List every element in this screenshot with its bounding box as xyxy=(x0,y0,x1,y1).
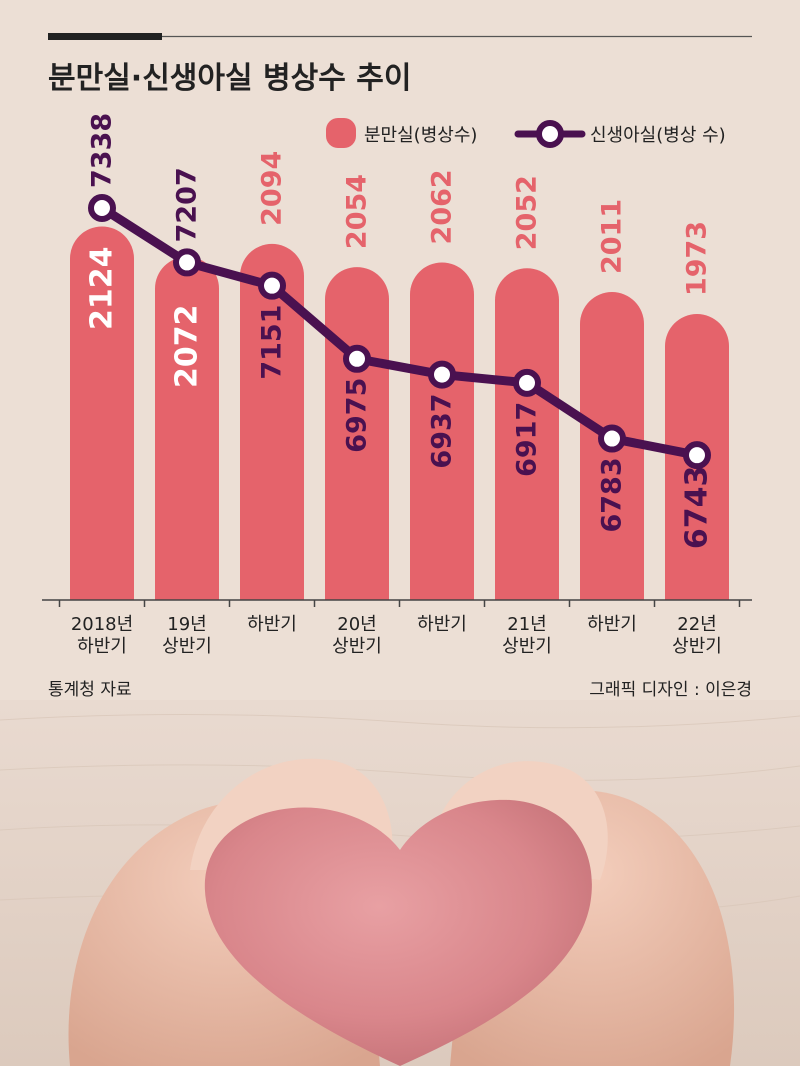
x-axis-ticks xyxy=(58,600,741,607)
bar-label-2: 2094 xyxy=(257,151,288,226)
line-label-3: 6975 xyxy=(342,378,373,453)
bar-label-0: 2124 xyxy=(85,247,120,331)
bar-2 xyxy=(240,243,304,600)
x-label-4-0: 하반기 xyxy=(417,614,467,635)
x-label-3-0: 20년 xyxy=(337,614,376,635)
bar-series xyxy=(70,226,729,600)
x-label-7-0: 22년 xyxy=(677,614,716,635)
x-label-5-0: 21년 xyxy=(507,614,546,635)
bar-label-5: 2052 xyxy=(512,175,543,250)
line-label-7: 6743 xyxy=(680,466,715,550)
line-label-2: 7151 xyxy=(257,305,288,380)
legend-bar-label: 분만실(병상수) xyxy=(364,125,477,146)
line-point-6 xyxy=(598,424,626,453)
x-label-1-0: 19년 xyxy=(167,614,206,635)
line-label-4: 6937 xyxy=(427,393,458,468)
line-label-5: 6917 xyxy=(512,402,543,477)
line-point-2 xyxy=(258,271,286,300)
hands-holding-heart-photo xyxy=(0,700,800,1066)
x-label-5-1: 상반기 xyxy=(502,636,552,657)
legend-line-label: 신생아실(병상 수) xyxy=(590,125,726,146)
line-point-3 xyxy=(343,344,371,373)
line-label-0: 7338 xyxy=(87,113,118,188)
line-series xyxy=(88,194,711,470)
line-point-5 xyxy=(513,368,541,397)
legend-marker-icon xyxy=(536,120,564,148)
data-labels: 2124 2072 2094 2054 2062 2052 2011 1973 7338 7207… xyxy=(85,113,715,549)
bar-0 xyxy=(70,226,134,600)
bar-label-1: 2072 xyxy=(170,305,205,389)
line-point-0 xyxy=(88,194,116,222)
bar-label-4: 2062 xyxy=(427,169,458,244)
legend-bar-icon xyxy=(326,118,356,148)
bar-label-7: 1973 xyxy=(682,221,713,296)
line-label-6: 6783 xyxy=(597,457,628,532)
bar-1 xyxy=(155,256,219,600)
x-label-0-1: 하반기 xyxy=(77,636,127,657)
line-path xyxy=(97,203,702,460)
x-label-7-1: 상반기 xyxy=(672,636,722,657)
bar-5 xyxy=(495,268,559,600)
credit-note: 그래픽 디자인 : 이은경 xyxy=(589,680,752,700)
line-label-1: 7207 xyxy=(172,167,203,242)
x-label-1-1: 상반기 xyxy=(162,636,212,657)
bar-label-3: 2054 xyxy=(342,174,373,249)
line-point-4 xyxy=(428,360,456,389)
line-point-7 xyxy=(683,441,711,470)
x-label-6-0: 하반기 xyxy=(587,614,637,635)
plush-heart xyxy=(204,799,592,1066)
bar-label-6: 2011 xyxy=(597,199,628,274)
x-label-2-0: 하반기 xyxy=(247,614,297,635)
chart-title: 분만실·신생아실 병상수 추이 xyxy=(48,61,412,96)
title-accent-bar xyxy=(48,33,162,40)
x-label-3-1: 상반기 xyxy=(332,636,382,657)
line-point-1 xyxy=(173,248,201,277)
legend: 분만실(병상수) 신생아실(병상 수) xyxy=(326,118,726,148)
bar-4 xyxy=(410,262,474,600)
x-label-0-0: 2018년 xyxy=(71,614,133,635)
chart: 분만실·신생아실 병상수 추이 분만실(병상수) 신생아실(병상 수) 2124… xyxy=(42,33,752,700)
source-note: 통계청 자료 xyxy=(48,680,132,700)
